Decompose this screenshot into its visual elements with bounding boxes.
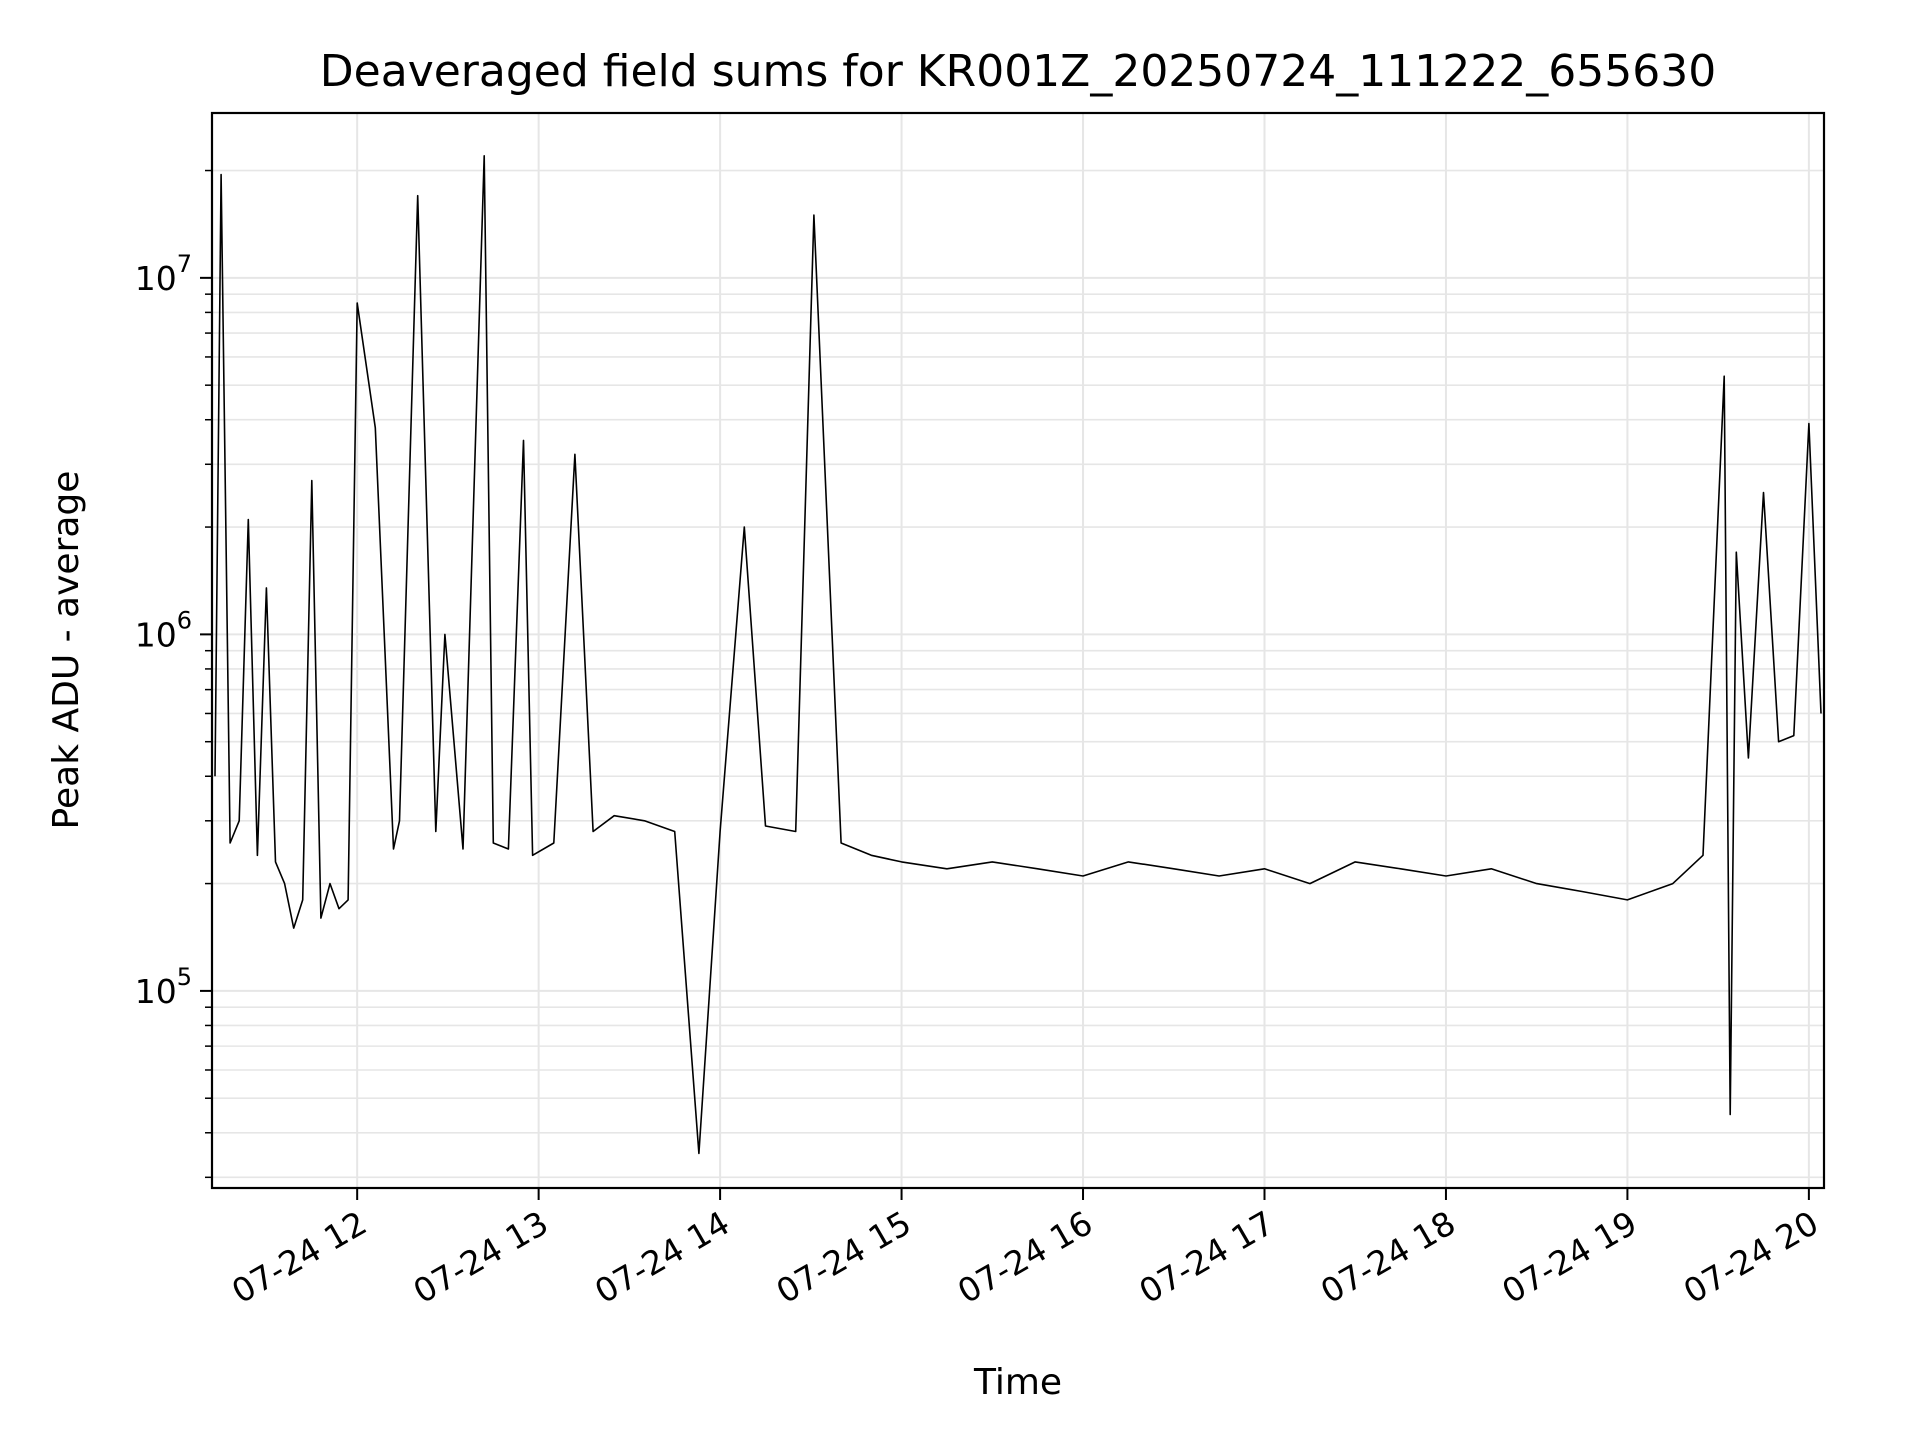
series-line	[214, 155, 1822, 1155]
y-tick-label: 107	[135, 250, 192, 298]
y-tick-exponent: 5	[177, 963, 192, 991]
y-tick-base: 10	[135, 259, 177, 298]
y-tick-label: 106	[135, 606, 192, 654]
series-group	[214, 155, 1822, 1155]
y-tick-exponent: 7	[177, 250, 192, 278]
y-tick-exponent: 6	[177, 606, 192, 634]
y-axis-label: Peak ADU - average	[46, 471, 87, 830]
x-axis-label: Time	[973, 1362, 1062, 1403]
y-tick-label: 105	[135, 963, 192, 1011]
y-tick-base: 10	[135, 615, 177, 654]
grid-lines	[212, 113, 1824, 1188]
chart-title: Deaveraged field sums for KR001Z_2025072…	[320, 46, 1716, 97]
y-tick-base: 10	[135, 972, 177, 1011]
